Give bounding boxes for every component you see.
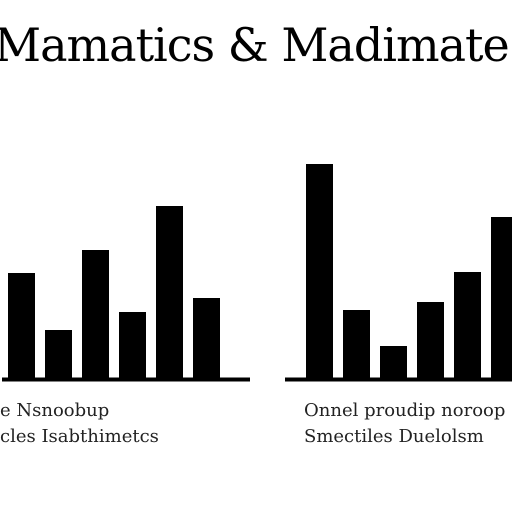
right-bar-6 [491, 217, 512, 378]
right-bar-chart [285, 164, 512, 382]
left-bar-5 [156, 206, 183, 378]
left-bar-3 [82, 250, 109, 378]
left-bar-1 [8, 273, 35, 378]
right-bar-1 [306, 164, 333, 378]
right-bar-3 [380, 346, 407, 378]
left-caption-line-2: cles Isabthimetcs [0, 426, 159, 447]
left-bar-4 [119, 312, 146, 378]
left-bar-chart [2, 206, 250, 382]
left-bar-2 [45, 330, 72, 378]
left-caption-line-1: e Nsnoobup [0, 400, 110, 421]
left-bar-6 [193, 298, 220, 378]
right-bar-4 [417, 302, 444, 378]
right-caption-line-2: Smectiles Duelolsm [304, 426, 484, 447]
chart-title: Mamatics & Madimate [0, 18, 510, 72]
right-caption-line-1: Onnel proudip noroop [304, 400, 506, 421]
right-bar-5 [454, 272, 481, 378]
right-bar-2 [343, 310, 370, 378]
